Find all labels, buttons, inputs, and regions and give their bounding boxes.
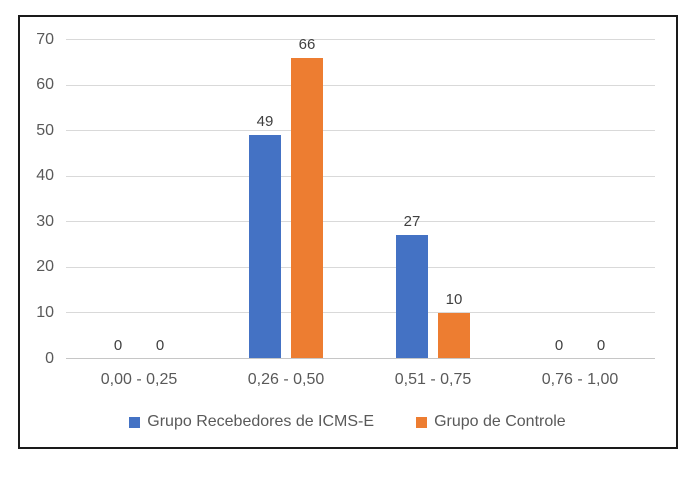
- y-tick-label: 30: [36, 212, 54, 230]
- y-tick-label: 50: [36, 121, 54, 139]
- bar-value-label: 0: [113, 336, 123, 354]
- bar-value-label: 66: [298, 35, 316, 53]
- bar-series1: [249, 135, 281, 359]
- bar-series1: [396, 235, 428, 359]
- labels-layer: 0 10 20 30 40 50 60 70 0 0 0,00 - 0,25 49 66 0,26 - 0…: [20, 17, 675, 446]
- y-tick-label: 60: [36, 76, 54, 94]
- bar-value-label: 0: [155, 336, 165, 354]
- legend-swatch-icon: [129, 416, 141, 428]
- x-category-label: 0,00 - 0,25: [100, 371, 178, 388]
- gridline: [65, 175, 655, 177]
- gridline: [65, 358, 655, 359]
- chart-frame: 0 10 20 30 40 50 60 70 0 0 0,00 - 0,25 49 66 0,26 - 0…: [18, 15, 678, 449]
- legend-swatch-icon: [416, 416, 428, 428]
- y-tick-label: 70: [36, 30, 54, 48]
- y-tick-label: 10: [36, 303, 54, 321]
- bar-value-label: 10: [445, 290, 463, 308]
- x-category-label: 0,51 - 0,75: [394, 371, 472, 388]
- legend-item-series2: Grupo de Controle: [416, 413, 566, 431]
- x-category-label: 0,26 - 0,50: [247, 371, 325, 388]
- bar-series2: [438, 312, 470, 359]
- bars-layer: [20, 17, 675, 446]
- y-tick-label: 0: [45, 349, 54, 367]
- chart-legend: Grupo Recebedores de ICMS-E Grupo de Cont…: [20, 411, 675, 433]
- gridlines-layer: [20, 17, 675, 446]
- gridline: [65, 130, 655, 132]
- legend-label: Grupo Recebedores de ICMS-E: [147, 413, 375, 430]
- y-tick-label: 40: [36, 167, 54, 185]
- x-category-label: 0,76 - 1,00: [541, 371, 619, 388]
- gridline: [65, 312, 655, 314]
- gridline: [65, 266, 655, 268]
- y-tick-label: 20: [36, 258, 54, 276]
- legend-label: Grupo de Controle: [434, 413, 566, 430]
- legend-item-series1: Grupo Recebedores de ICMS-E: [129, 413, 374, 431]
- bar-value-label: 49: [256, 113, 274, 131]
- bar-value-label: 0: [554, 336, 564, 354]
- bar-value-label: 27: [403, 213, 421, 231]
- bar-value-label: 0: [596, 336, 606, 354]
- gridline: [65, 221, 655, 223]
- bar-series2: [291, 57, 323, 359]
- gridline: [65, 39, 655, 40]
- gridline: [65, 84, 655, 86]
